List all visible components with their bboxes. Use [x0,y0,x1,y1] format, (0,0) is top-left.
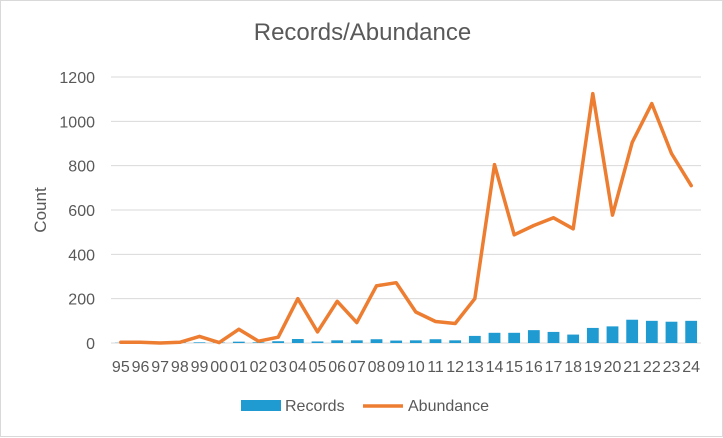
point-abundance [316,330,319,333]
y-tick-label: 400 [68,247,95,264]
x-tick-label: 22 [643,359,661,376]
x-tick-label: 04 [289,359,307,376]
point-abundance [591,92,594,95]
y-tick-label: 1200 [59,70,95,87]
point-abundance [473,297,476,300]
bar-records [194,342,206,343]
point-abundance [119,341,122,344]
point-abundance [296,297,299,300]
x-tick-label: 15 [505,359,523,376]
point-abundance [690,184,693,187]
bar-records [567,335,579,343]
line-abundance [121,94,691,343]
bar-records [528,330,540,343]
y-tick-label: 800 [68,159,95,176]
x-tick-label: 17 [545,359,563,376]
x-tick-label: 96 [132,359,150,376]
point-abundance [513,233,516,236]
bar-records [430,339,442,343]
x-tick-label: 06 [328,359,346,376]
x-tick-label: 99 [191,359,209,376]
x-tick-label: 97 [151,359,169,376]
y-tick-label: 600 [68,203,95,220]
bar-records [410,340,422,343]
x-tick-label: 00 [210,359,228,376]
y-tick-label: 1000 [59,114,95,131]
x-tick-label: 98 [171,359,189,376]
x-tick-label: 20 [604,359,622,376]
bar-records [292,339,304,343]
x-tick-label: 07 [348,359,366,376]
x-tick-label: 05 [309,359,327,376]
x-tick-label: 03 [269,359,287,376]
point-abundance [375,284,378,287]
bar-records [233,342,245,343]
x-tick-label: 12 [446,359,464,376]
point-abundance [257,340,260,343]
point-abundance [218,341,221,344]
bar-records [685,321,697,343]
bar-records [508,333,520,343]
y-axis-title: Count [31,187,50,233]
x-tick-label: 21 [623,359,641,376]
point-abundance [434,320,437,323]
bar-records [469,336,481,343]
point-abundance [336,300,339,303]
point-abundance [532,224,535,227]
x-tick-label: 23 [663,359,681,376]
x-tick-label: 09 [387,359,405,376]
point-abundance [454,322,457,325]
x-tick-label: 01 [230,359,248,376]
point-abundance [198,335,201,338]
x-tick-label: 08 [368,359,386,376]
point-abundance [178,341,181,344]
point-abundance [611,214,614,217]
point-abundance [159,342,162,345]
x-tick-label: 24 [682,359,700,376]
point-abundance [552,216,555,219]
x-tick-label: 11 [427,359,444,376]
x-tick-label: 16 [525,359,543,376]
x-tick-label: 14 [486,359,504,376]
x-tick-label: 18 [564,359,582,376]
point-abundance [277,336,280,339]
bar-records [666,322,678,343]
x-tick-label: 95 [112,359,130,376]
point-abundance [139,341,142,344]
x-tick-label: 19 [584,359,602,376]
point-abundance [572,227,575,230]
bar-records [607,326,619,343]
bar-records [646,321,658,343]
bar-records [489,333,501,343]
bar-records [449,340,461,343]
point-abundance [493,163,496,166]
x-tick-label: 13 [466,359,484,376]
bar-records [272,341,284,343]
bar-records [626,320,638,343]
legend-label-abundance: Abundance [408,398,489,415]
point-abundance [670,152,673,155]
bar-records [312,341,324,343]
legend-swatch-records [241,400,281,411]
bar-records [371,339,383,343]
point-abundance [631,141,634,144]
y-tick-label: 0 [86,336,95,353]
bar-records [548,332,560,343]
bar-records [587,328,599,343]
point-abundance [650,102,653,105]
point-abundance [414,310,417,313]
y-tick-label: 200 [68,292,95,309]
point-abundance [355,321,358,324]
bar-records [331,340,343,343]
legend-label-records: Records [285,398,345,415]
bar-records [351,340,363,343]
x-tick-label: 02 [250,359,268,376]
bar-records [390,341,402,343]
x-tick-label: 10 [407,359,425,376]
point-abundance [395,281,398,284]
point-abundance [237,328,240,331]
